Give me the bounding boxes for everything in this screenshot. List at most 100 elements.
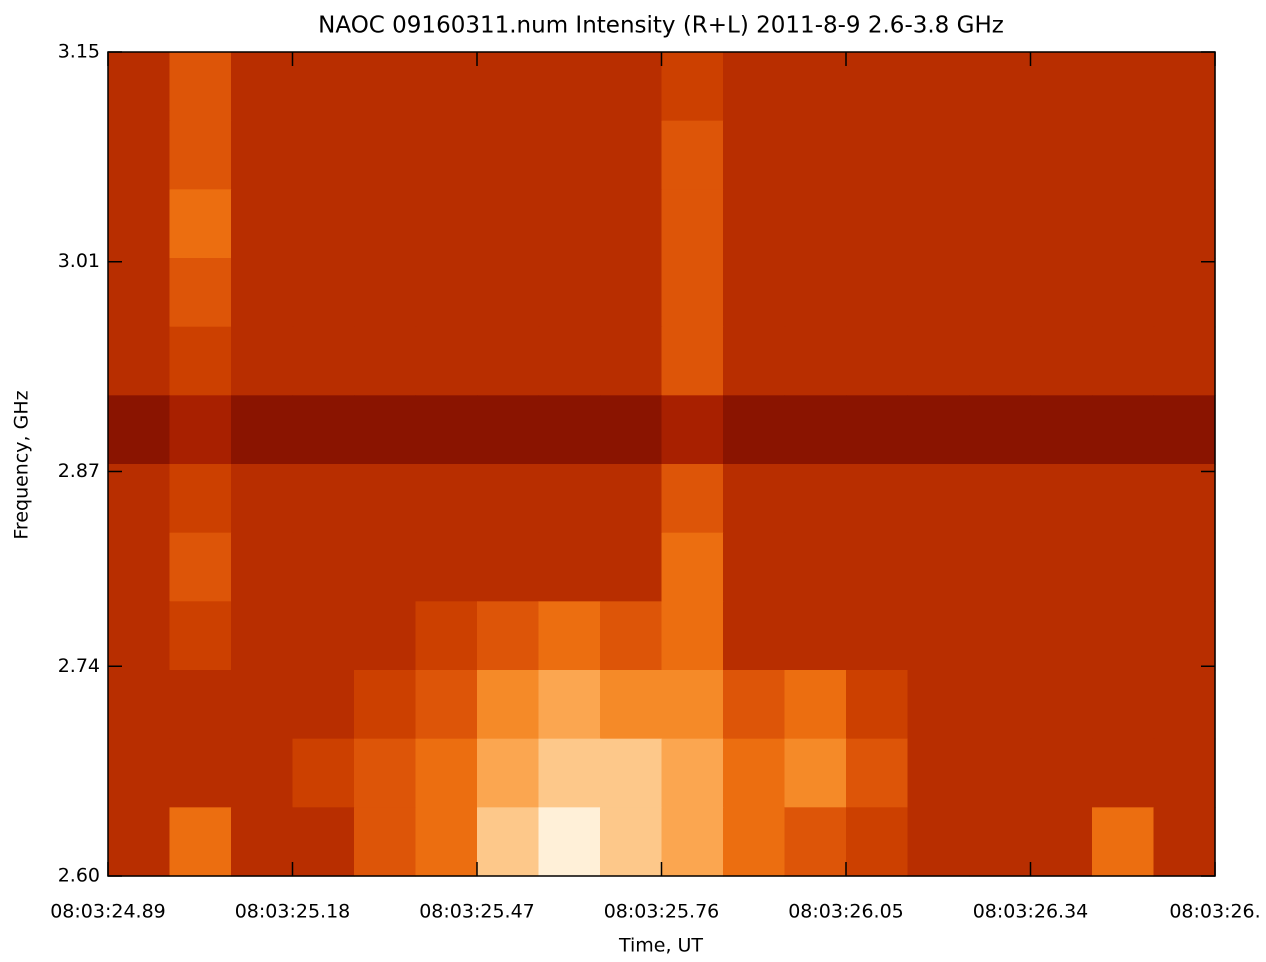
heatmap-cell xyxy=(907,395,970,465)
heatmap-cell xyxy=(108,670,171,740)
heatmap-cell xyxy=(784,807,847,877)
heatmap-cell xyxy=(477,395,540,465)
x-tick-label: 08:03:26. xyxy=(1169,901,1260,923)
heatmap-cell xyxy=(108,395,171,465)
heatmap-cell xyxy=(969,258,1032,328)
heatmap-cell xyxy=(846,258,909,328)
heatmap-cell xyxy=(231,670,294,740)
heatmap-cell xyxy=(969,120,1032,190)
heatmap-cell xyxy=(784,258,847,328)
heatmap-cell xyxy=(169,395,232,465)
heatmap-cell xyxy=(538,670,601,740)
y-tick-label: 3.01 xyxy=(58,250,100,272)
heatmap-cell xyxy=(1030,258,1093,328)
heatmap-cell xyxy=(415,532,478,602)
heatmap-cell xyxy=(538,738,601,808)
x-tick-label: 08:03:26.34 xyxy=(973,901,1089,923)
heatmap-cell xyxy=(108,258,171,328)
heatmap-cell xyxy=(600,738,663,808)
heatmap-cell xyxy=(600,601,663,671)
heatmap-cell xyxy=(661,532,724,602)
heatmap-cell xyxy=(538,601,601,671)
heatmap-cell xyxy=(169,52,232,122)
heatmap-cell xyxy=(600,807,663,877)
heatmap-cell xyxy=(784,670,847,740)
heatmap-cell xyxy=(846,395,909,465)
heatmap-cell xyxy=(661,189,724,259)
heatmap-cell xyxy=(169,738,232,808)
heatmap-cell xyxy=(477,532,540,602)
heatmap-cell xyxy=(169,601,232,671)
heatmap-cell xyxy=(907,738,970,808)
heatmap-cell xyxy=(969,532,1032,602)
heatmap-cell xyxy=(169,532,232,602)
heatmap-cell xyxy=(477,807,540,877)
heatmap-cell xyxy=(1092,601,1155,671)
heatmap-cell xyxy=(723,601,786,671)
y-tick-label: 2.60 xyxy=(58,865,100,887)
heatmap-cell xyxy=(600,258,663,328)
heatmap-cell xyxy=(1030,670,1093,740)
y-tick-label: 2.87 xyxy=(58,460,100,482)
heatmap-cell xyxy=(1092,395,1155,465)
heatmap-cell xyxy=(1153,601,1216,671)
heatmap-cell xyxy=(231,326,294,396)
chart-title: NAOC 09160311.num Intensity (R+L) 2011-8… xyxy=(318,13,1004,39)
heatmap-cell xyxy=(846,464,909,534)
heatmap-cell xyxy=(292,532,355,602)
heatmap-cell xyxy=(477,326,540,396)
heatmap-cell xyxy=(661,670,724,740)
heatmap-cell xyxy=(231,807,294,877)
heatmap-cell xyxy=(969,326,1032,396)
heatmap-cell xyxy=(292,258,355,328)
heatmap-cell xyxy=(415,464,478,534)
heatmap-cell xyxy=(1030,189,1093,259)
heatmap-cell xyxy=(415,670,478,740)
heatmap-cell xyxy=(969,738,1032,808)
heatmap-cell xyxy=(169,807,232,877)
heatmap-cell xyxy=(292,326,355,396)
heatmap-cell xyxy=(169,464,232,534)
heatmap-cell xyxy=(600,52,663,122)
heatmap-cell xyxy=(661,52,724,122)
heatmap-cell xyxy=(292,189,355,259)
heatmap-cell xyxy=(723,326,786,396)
heatmap-cell xyxy=(723,670,786,740)
heatmap-cell xyxy=(907,189,970,259)
heatmap-cell xyxy=(1153,738,1216,808)
heatmap-cell xyxy=(477,189,540,259)
heatmap-cell xyxy=(846,601,909,671)
heatmap-cell xyxy=(723,52,786,122)
heatmap-cell xyxy=(108,52,171,122)
heatmap-cell xyxy=(600,395,663,465)
heatmap-cell xyxy=(415,395,478,465)
heatmap-cell xyxy=(600,189,663,259)
heatmap-cell xyxy=(969,601,1032,671)
heatmap-cell xyxy=(600,532,663,602)
heatmap-cell xyxy=(108,601,171,671)
heatmap-cell xyxy=(538,326,601,396)
heatmap-cell xyxy=(661,601,724,671)
heatmap-cell xyxy=(846,52,909,122)
heatmap-cell xyxy=(969,52,1032,122)
heatmap-cell xyxy=(1030,532,1093,602)
heatmap-cell xyxy=(1092,189,1155,259)
heatmap-cell xyxy=(1030,395,1093,465)
heatmap-cell xyxy=(1092,807,1155,877)
heatmap-cell xyxy=(415,601,478,671)
heatmap-cell xyxy=(969,189,1032,259)
heatmap-cell xyxy=(354,189,417,259)
heatmap-cell xyxy=(169,670,232,740)
heatmap-cell xyxy=(661,258,724,328)
heatmap-cell xyxy=(723,258,786,328)
heatmap-cell xyxy=(907,670,970,740)
heatmap-cell xyxy=(292,464,355,534)
heatmap-cell xyxy=(354,807,417,877)
heatmap-cell xyxy=(1092,464,1155,534)
x-tick-label: 08:03:24.89 xyxy=(50,901,166,923)
heatmap-cell xyxy=(600,326,663,396)
heatmap-cell xyxy=(1153,532,1216,602)
heatmap-cell xyxy=(477,120,540,190)
heatmap-cell xyxy=(784,601,847,671)
